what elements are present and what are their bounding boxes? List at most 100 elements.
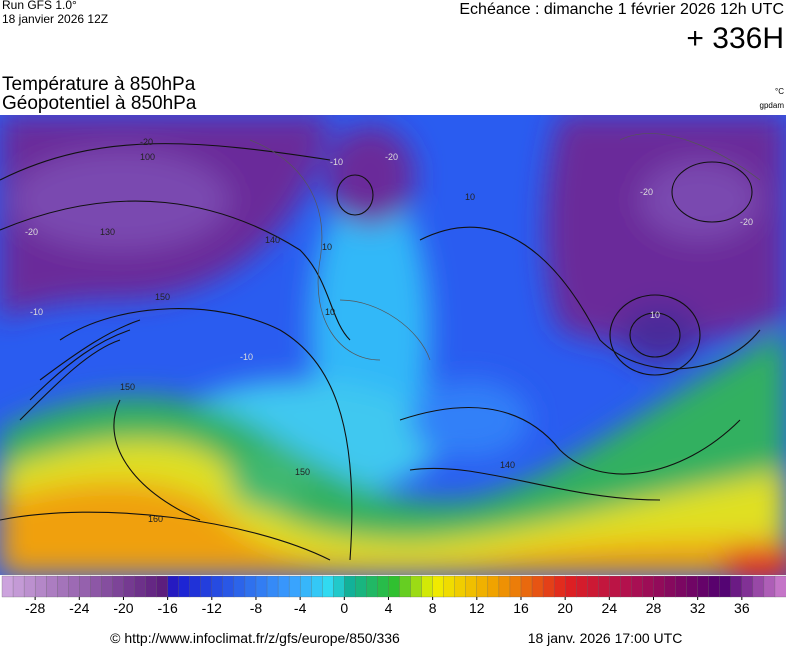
- colorbar-label: 28: [646, 600, 662, 616]
- colorbar-swatch: [697, 575, 710, 598]
- colorbar-swatch: [565, 575, 577, 598]
- colorbar-swatch: [377, 575, 389, 598]
- contour-label: 100: [140, 152, 155, 162]
- lead-time: + 336H: [686, 22, 784, 55]
- colorbar-swatch: [686, 575, 699, 598]
- colorbar-swatch: [598, 575, 610, 598]
- contour-label: -20: [740, 217, 753, 227]
- colorbar-label: 32: [690, 600, 706, 616]
- colorbar-swatch: [730, 575, 743, 598]
- contour-label: 10: [325, 307, 335, 317]
- contour-label: -20: [140, 137, 153, 147]
- contour-label: 10: [650, 310, 660, 320]
- colorbar-swatch: [299, 575, 312, 598]
- contour-label: 140: [500, 460, 515, 470]
- colorbar-swatch: [520, 575, 533, 598]
- colorbar-swatch: [432, 575, 445, 598]
- colorbar-label: -12: [202, 600, 222, 616]
- colorbar-swatch: [277, 575, 290, 598]
- colorbar-swatch: [587, 575, 599, 598]
- colorbar-swatch: [288, 575, 301, 598]
- colorbar-swatch: [211, 575, 224, 598]
- unit-temp: °C: [775, 87, 784, 96]
- colorbar-swatch: [774, 575, 786, 598]
- colorbar-swatch: [233, 575, 246, 598]
- colorbar-swatch: [708, 575, 721, 598]
- contour-label: 10: [322, 242, 332, 252]
- colorbar-swatch: [355, 575, 367, 598]
- colorbar-swatch: [388, 575, 400, 598]
- colorbar-swatch: [23, 575, 36, 598]
- contour-label: 160: [148, 514, 163, 524]
- colorbar-swatch: [244, 575, 257, 598]
- colorbar-swatch: [421, 575, 434, 598]
- colorbar-swatch: [134, 575, 146, 598]
- colorbar-swatch: [112, 575, 124, 598]
- colorbar-swatch: [1, 575, 14, 598]
- colorbar-swatch: [366, 575, 378, 598]
- colorbar-swatch: [344, 575, 356, 598]
- colorbar-swatch: [311, 575, 323, 598]
- colorbar-swatch: [631, 575, 643, 598]
- colorbar-swatch: [675, 575, 688, 598]
- colorbar-swatch: [333, 575, 345, 598]
- colorbar-swatch: [90, 575, 102, 598]
- colorbar-swatch: [443, 575, 456, 598]
- colorbar-swatch: [509, 575, 522, 598]
- colorbar-swatch: [34, 575, 47, 598]
- colorbar-swatch: [553, 575, 566, 598]
- contour-label: -10: [240, 352, 253, 362]
- colorbar-label: 4: [385, 600, 393, 616]
- colorbar-swatch: [399, 575, 412, 598]
- colorbar-swatch: [123, 575, 135, 598]
- valid-time: Echéance : dimanche 1 février 2026 12h U…: [459, 1, 784, 18]
- colorbar: -28 -24 -20 -16 -12 -8 -4 0 4 8 12 16 20 24 28 32 36: [1, 575, 786, 616]
- footer-source: © http://www.infoclimat.fr/z/gfs/europe/…: [110, 630, 400, 646]
- colorbar-swatch: [145, 575, 158, 598]
- colorbar-swatch: [46, 575, 58, 598]
- colorbar-label: -24: [69, 600, 89, 616]
- colorbar-swatch: [752, 575, 765, 598]
- colorbar-label: -20: [113, 600, 133, 616]
- colorbar-swatch: [498, 575, 511, 598]
- colorbar-swatch: [200, 575, 213, 598]
- colorbar-swatch: [255, 575, 268, 598]
- contour-label: -20: [25, 227, 38, 237]
- contour-label: 10: [465, 192, 475, 202]
- colorbar-label: 8: [429, 600, 437, 616]
- colorbar-swatch: [620, 575, 632, 598]
- colorbar-swatch: [79, 575, 91, 598]
- colorbar-label: -8: [250, 600, 263, 616]
- colorbar-swatch: [719, 575, 732, 598]
- contour-label: 150: [155, 292, 170, 302]
- title-temp: Température à 850hPa: [2, 74, 196, 95]
- colorbar-swatch: [576, 575, 588, 598]
- contour-label: 130: [100, 227, 115, 237]
- colorbar-swatch: [609, 575, 621, 598]
- colorbar-swatch: [454, 575, 467, 598]
- colorbar-label: 20: [557, 600, 573, 616]
- contour-label: -20: [385, 152, 398, 162]
- colorbar-swatch: [542, 575, 555, 598]
- run-date: 18 janvier 2026 12Z: [2, 12, 108, 26]
- colorbar-label: 36: [734, 600, 750, 616]
- colorbar-swatch: [763, 575, 776, 598]
- colorbar-swatch: [653, 575, 665, 598]
- contour-label: 150: [120, 382, 135, 392]
- colorbar-swatch: [664, 575, 677, 598]
- colorbar-swatch: [410, 575, 423, 598]
- contour-label: -20: [640, 187, 653, 197]
- colorbar-label: 12: [469, 600, 485, 616]
- run: Run GFS 1.0°: [2, 0, 77, 12]
- contour-label: -10: [30, 307, 43, 317]
- colorbar-swatch: [465, 575, 478, 598]
- colorbar-swatch: [222, 575, 235, 598]
- footer-date: 18 janv. 2026 17:00 UTC: [528, 630, 683, 646]
- colorbar-swatch: [167, 575, 180, 598]
- colorbar-swatch: [189, 575, 202, 598]
- colorbar-swatch: [178, 575, 191, 598]
- colorbar-swatch: [266, 575, 279, 598]
- colorbar-swatch: [101, 575, 113, 598]
- colorbar-label: -4: [294, 600, 307, 616]
- contour-label: 140: [265, 235, 280, 245]
